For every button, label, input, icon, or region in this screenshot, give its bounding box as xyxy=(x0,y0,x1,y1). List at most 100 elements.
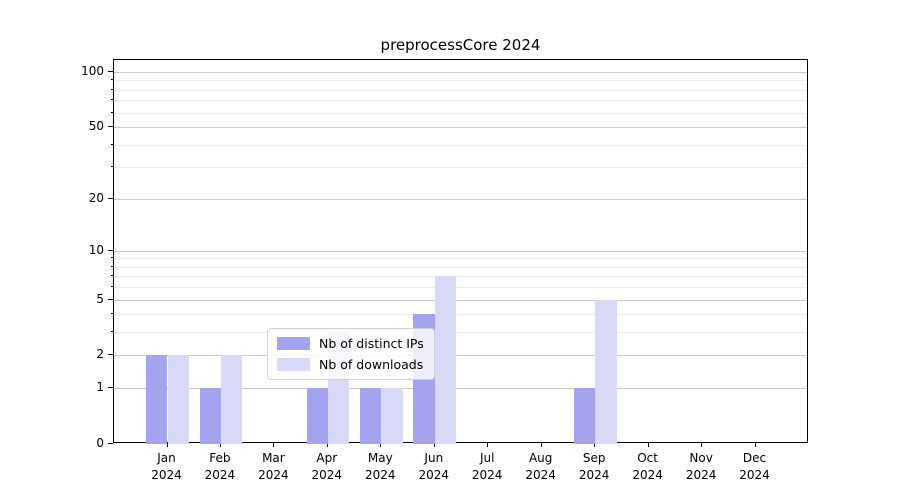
x-tick-label-year: 2024 xyxy=(311,468,343,482)
bar-downloads xyxy=(167,355,189,444)
y-gridline-minor xyxy=(114,332,807,334)
y-minor-tick xyxy=(111,88,113,90)
x-tick-label: Dec 2024 xyxy=(725,450,785,484)
y-gridline-major xyxy=(114,250,807,252)
bar-distinct-ips xyxy=(199,388,221,444)
y-tick-label: 100 xyxy=(81,63,104,78)
y-minor-tick xyxy=(111,166,113,168)
x-tick xyxy=(754,443,756,447)
chart-title: preprocessCore 2024 xyxy=(380,36,541,54)
y-gridline-minor xyxy=(114,314,807,316)
y-gridline-minor xyxy=(114,89,807,91)
x-tick-label-year: 2024 xyxy=(685,468,717,482)
y-minor-tick xyxy=(111,257,113,259)
bar-distinct-ips xyxy=(306,388,328,444)
x-tick xyxy=(326,443,328,447)
x-tick xyxy=(540,443,542,447)
bar-distinct-ips xyxy=(146,355,168,444)
y-major-tick xyxy=(108,197,113,199)
x-tick-label: Jan 2024 xyxy=(137,450,197,484)
y-major-tick xyxy=(108,354,113,356)
legend-label-distinct-ips: Nb of distinct IPs xyxy=(319,336,424,351)
x-tick-label: Jun 2024 xyxy=(404,450,464,484)
x-tick xyxy=(433,443,435,447)
y-gridline-major xyxy=(114,198,807,200)
x-tick-label-year: 2024 xyxy=(151,468,182,482)
y-minor-tick xyxy=(111,331,113,333)
x-tick-label-month: Dec xyxy=(742,451,767,465)
y-major-tick xyxy=(108,298,113,300)
y-gridline-minor xyxy=(114,112,807,114)
x-tick xyxy=(380,443,382,447)
y-tick-label: 20 xyxy=(88,190,104,205)
x-tick-label-month: Mar xyxy=(262,451,285,465)
y-tick-label: 2 xyxy=(96,347,104,362)
y-gridline-minor xyxy=(114,276,807,278)
x-tick-label-year: 2024 xyxy=(739,468,770,482)
y-minor-tick xyxy=(111,79,113,81)
x-tick-label-month: Sep xyxy=(582,451,606,465)
x-tick xyxy=(273,443,275,447)
x-tick-label-month: Jun xyxy=(424,451,444,465)
x-tick xyxy=(701,443,703,447)
x-tick-label-year: 2024 xyxy=(418,468,450,482)
bar-downloads xyxy=(220,355,243,444)
legend-label-downloads: Nb of downloads xyxy=(319,357,424,372)
y-major-tick xyxy=(108,126,113,127)
y-gridline-minor xyxy=(114,144,807,146)
x-tick-label: Mar 2024 xyxy=(243,450,303,484)
x-tick-label: Feb 2024 xyxy=(190,450,250,484)
y-minor-tick xyxy=(111,313,113,315)
y-major-tick xyxy=(108,70,113,72)
y-minor-tick xyxy=(111,265,113,267)
x-tick-label: Sep 2024 xyxy=(564,450,624,484)
y-minor-tick xyxy=(111,286,113,288)
y-gridline-minor xyxy=(114,167,807,169)
legend-swatch-distinct-ips xyxy=(277,337,310,350)
legend-swatch-downloads xyxy=(277,358,310,371)
x-tick-label: Apr 2024 xyxy=(297,450,357,484)
y-gridline-major xyxy=(114,127,807,128)
x-tick xyxy=(594,443,596,447)
x-tick-label: Nov 2024 xyxy=(671,450,731,484)
x-tick-label-month: Oct xyxy=(637,451,658,465)
y-major-tick xyxy=(108,387,113,389)
x-tick-label-year: 2024 xyxy=(258,468,289,482)
bar-downloads xyxy=(434,276,457,444)
x-tick-label-year: 2024 xyxy=(471,468,503,482)
x-tick-label-year: 2024 xyxy=(204,468,236,482)
y-tick-label: 50 xyxy=(88,119,104,133)
y-major-tick xyxy=(108,249,113,251)
y-tick-label: 1 xyxy=(96,380,104,395)
y-gridline-major xyxy=(114,71,807,73)
legend: Nb of distinct IPs Nb of downloads xyxy=(267,328,435,380)
y-major-tick xyxy=(108,443,113,444)
x-tick-label: May 2024 xyxy=(350,450,410,484)
x-tick-label-year: 2024 xyxy=(365,468,396,482)
x-tick-label-month: May xyxy=(367,451,393,465)
x-tick-label-year: 2024 xyxy=(578,468,610,482)
y-gridline-minor xyxy=(114,80,807,82)
x-tick-label-month: Aug xyxy=(528,451,553,465)
y-gridline-minor xyxy=(114,258,807,260)
bar-downloads xyxy=(595,299,617,444)
y-gridline-major xyxy=(114,299,807,301)
y-minor-tick xyxy=(111,143,113,145)
y-tick-label: 0 xyxy=(96,436,104,450)
x-tick-label-month: Jan xyxy=(157,451,176,465)
x-tick-label-month: Nov xyxy=(689,451,713,465)
y-gridline-major xyxy=(114,355,807,357)
x-tick-label-month: Jul xyxy=(479,451,495,465)
x-tick xyxy=(487,443,489,447)
x-tick-label-year: 2024 xyxy=(525,468,556,482)
x-tick-label-month: Apr xyxy=(316,451,338,465)
legend-entry-distinct-ips: Nb of distinct IPs xyxy=(277,336,424,351)
x-tick-label: Aug 2024 xyxy=(511,450,571,484)
y-gridline-minor xyxy=(114,266,807,268)
legend-entry-downloads: Nb of downloads xyxy=(277,357,424,372)
y-gridline-minor xyxy=(114,287,807,289)
bar-downloads xyxy=(381,388,403,444)
y-minor-tick xyxy=(111,99,113,101)
y-tick-label: 10 xyxy=(88,242,104,257)
